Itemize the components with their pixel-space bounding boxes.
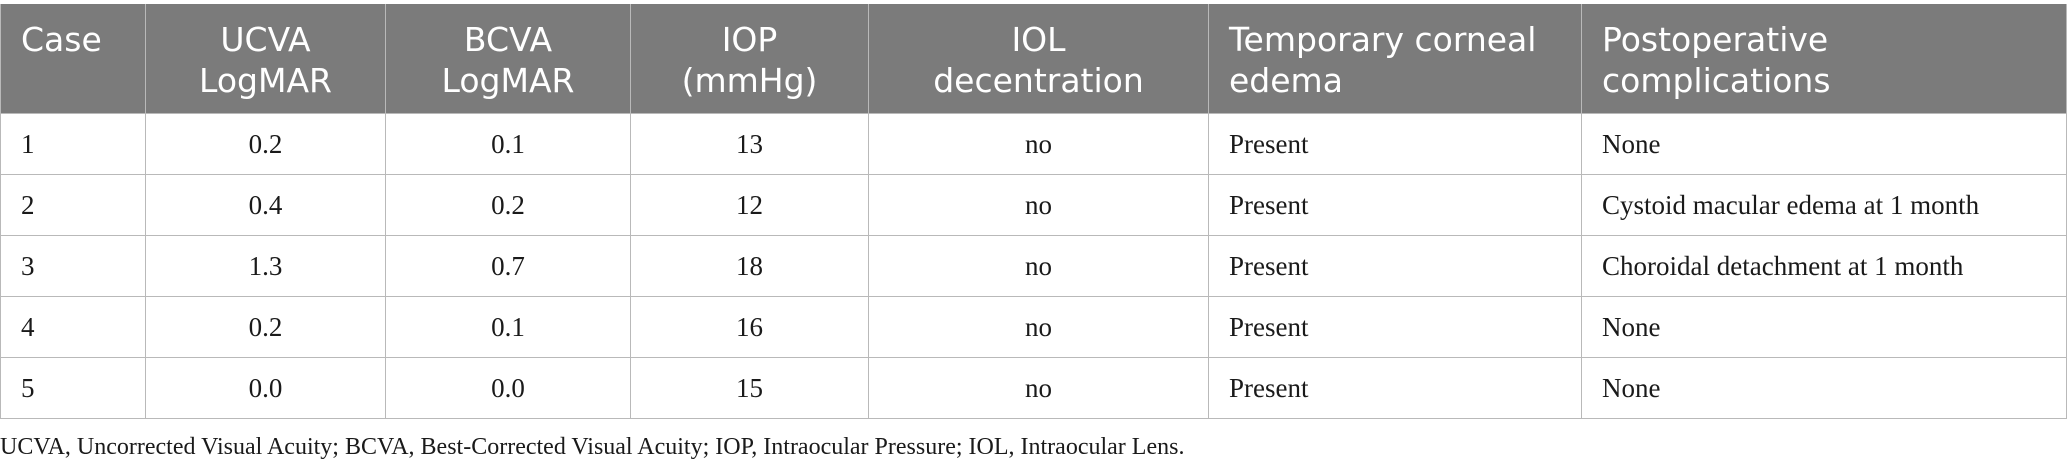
header-row: Case UCVA LogMAR BCVA LogMAR IOP (mmHg) … — [0, 4, 2067, 114]
header-ucva-line1: UCVA — [220, 20, 311, 59]
cell-iop: 16 — [630, 296, 869, 358]
cell-bcva: 0.0 — [385, 357, 631, 419]
header-iol-line2: decentration — [933, 61, 1144, 100]
cell-iol-decentration: no — [868, 174, 1209, 236]
cell-case: 3 — [0, 235, 146, 297]
header-bcva: BCVA LogMAR — [385, 4, 631, 114]
cell-ucva: 1.3 — [145, 235, 386, 297]
cell-case: 2 — [0, 174, 146, 236]
cell-iop: 13 — [630, 113, 869, 175]
cell-ucva: 0.2 — [145, 113, 386, 175]
cell-corneal-edema: Present — [1208, 113, 1582, 175]
table-row: 1 0.2 0.1 13 no Present None — [0, 113, 2067, 175]
header-iop: IOP (mmHg) — [630, 4, 869, 114]
header-bcva-line2: LogMAR — [441, 61, 575, 100]
cell-case: 4 — [0, 296, 146, 358]
header-complications: Postoperative complications — [1581, 4, 2067, 114]
cell-corneal-edema: Present — [1208, 174, 1582, 236]
cell-complications: Cystoid macular edema at 1 month — [1581, 174, 2067, 236]
cell-iop: 12 — [630, 174, 869, 236]
cell-iol-decentration: no — [868, 235, 1209, 297]
header-ucva-line2: LogMAR — [199, 61, 332, 100]
cell-bcva: 0.7 — [385, 235, 631, 297]
cell-case: 5 — [0, 357, 146, 419]
cell-iol-decentration: no — [868, 296, 1209, 358]
cell-ucva: 0.0 — [145, 357, 386, 419]
header-iol-decentration: IOL decentration — [868, 4, 1209, 114]
header-ucva: UCVA LogMAR — [145, 4, 386, 114]
cell-corneal-edema: Present — [1208, 296, 1582, 358]
cell-ucva: 0.4 — [145, 174, 386, 236]
table-row: 5 0.0 0.0 15 no Present None — [0, 357, 2067, 419]
header-iop-line1: IOP (mmHg) — [681, 20, 818, 100]
header-case-line1: Case — [21, 20, 102, 59]
table-row: 4 0.2 0.1 16 no Present None — [0, 296, 2067, 358]
cell-corneal-edema: Present — [1208, 357, 1582, 419]
table-row: 3 1.3 0.7 18 no Present Choroidal detach… — [0, 235, 2067, 297]
table-row: 2 0.4 0.2 12 no Present Cystoid macular … — [0, 174, 2067, 236]
results-table: Case UCVA LogMAR BCVA LogMAR IOP (mmHg) … — [0, 4, 2067, 419]
header-edema-line2: edema — [1229, 61, 1343, 100]
results-table-container: Case UCVA LogMAR BCVA LogMAR IOP (mmHg) … — [0, 4, 2067, 419]
header-iol-line1: IOL — [1011, 20, 1066, 59]
header-corneal-edema: Temporary corneal edema — [1208, 4, 1582, 114]
cell-iol-decentration: no — [868, 113, 1209, 175]
cell-complications: None — [1581, 357, 2067, 419]
header-edema-line1: Temporary corneal — [1229, 20, 1537, 59]
cell-bcva: 0.2 — [385, 174, 631, 236]
header-complications-line1: Postoperative — [1602, 20, 1829, 59]
header-case: Case — [0, 4, 146, 114]
table-footnote: UCVA, Uncorrected Visual Acuity; BCVA, B… — [0, 434, 1185, 460]
cell-complications: None — [1581, 113, 2067, 175]
cell-complications: None — [1581, 296, 2067, 358]
cell-case: 1 — [0, 113, 146, 175]
cell-bcva: 0.1 — [385, 296, 631, 358]
header-bcva-line1: BCVA — [463, 20, 553, 59]
cell-ucva: 0.2 — [145, 296, 386, 358]
cell-iop: 18 — [630, 235, 869, 297]
cell-bcva: 0.1 — [385, 113, 631, 175]
cell-corneal-edema: Present — [1208, 235, 1582, 297]
cell-iop: 15 — [630, 357, 869, 419]
header-complications-line2: complications — [1602, 61, 1831, 100]
cell-complications: Choroidal detachment at 1 month — [1581, 235, 2067, 297]
cell-iol-decentration: no — [868, 357, 1209, 419]
